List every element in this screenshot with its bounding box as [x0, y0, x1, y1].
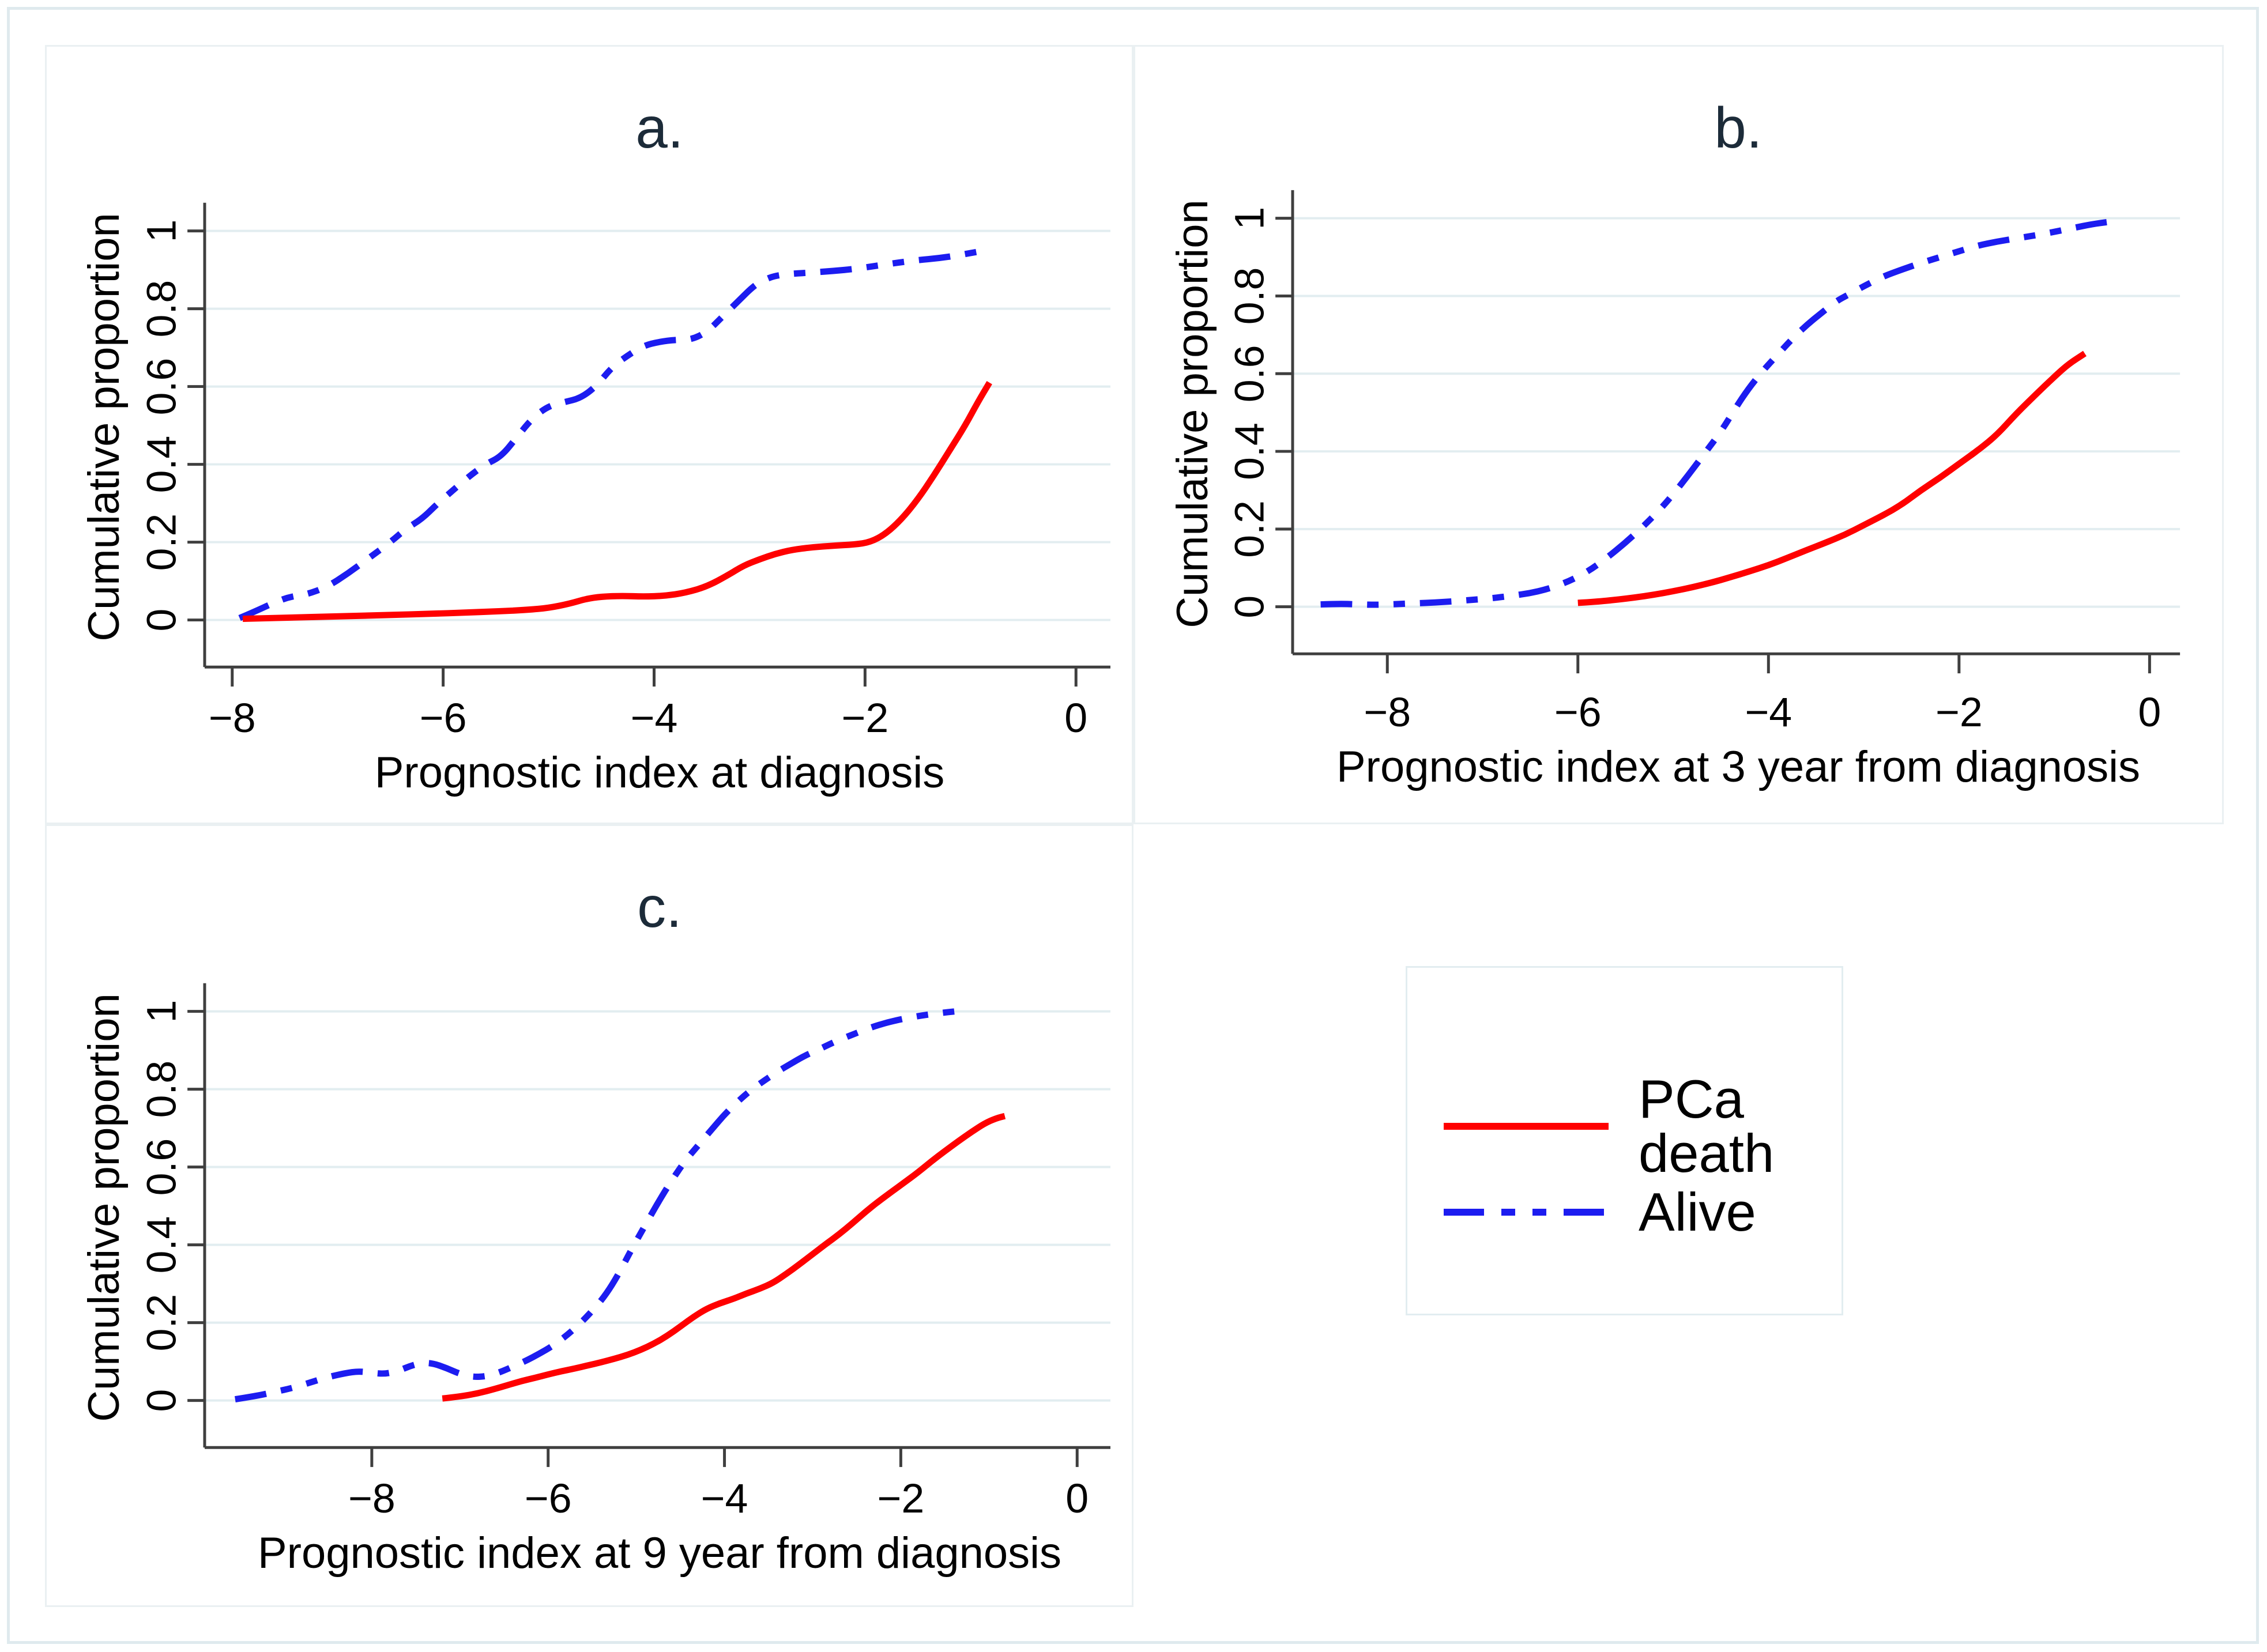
y-tick-label: 0.6: [138, 1138, 184, 1196]
y-tick-label: 1: [138, 220, 184, 243]
panel-a: 0 0.2 0.4 0.6 0.8 1 −8 −6 −4 −2 0 a. Prognostic in…: [45, 45, 1134, 824]
panel-b-y-axis-label: Cumulative proportion: [1168, 199, 1217, 628]
x-tick-label: −2: [878, 1476, 925, 1522]
x-tick-label: −8: [348, 1476, 396, 1522]
x-tick-label: −4: [701, 1476, 748, 1522]
x-tick-label: 0: [1064, 695, 1087, 741]
series-alive-curve: [234, 1008, 956, 1402]
panel-a-x-axis-label: Prognostic index at diagnosis: [374, 748, 945, 797]
x-tick-label: 0: [2138, 689, 2161, 736]
x-tick-label: −8: [1364, 689, 1411, 736]
series-pca-death-curve: [242, 380, 992, 623]
panel-a-y-axis-label: Cumulative proportion: [80, 213, 129, 642]
panel-b: 0 0.2 0.4 0.6 0.8 1 −8 −6 −4 −2 0 b. Prognostic in…: [1134, 45, 2224, 824]
y-tick-label: 0.4: [138, 436, 184, 493]
x-tick-label: −8: [209, 695, 256, 741]
legend-label-pca-death: PCa death: [1639, 1069, 1775, 1183]
panel-c-y-axis-label: Cumulative proportion: [80, 993, 129, 1422]
y-tick-label: 0.8: [138, 280, 184, 338]
legend-label-alive: Alive: [1639, 1182, 1756, 1242]
y-tick-label: 0.6: [1226, 345, 1272, 402]
series-alive-curve: [1320, 219, 2107, 608]
y-tick-label: 1: [138, 1000, 184, 1023]
y-tick-label: 0: [138, 1389, 184, 1412]
legend-item-pca-death: PCa death: [1444, 1072, 1842, 1180]
x-tick-label: −2: [842, 695, 889, 741]
x-tick-label: −2: [1935, 689, 1983, 736]
y-tick-label: 1: [1226, 207, 1272, 230]
y-tick-label: 0.4: [1226, 423, 1272, 480]
panel-a-plot: 0 0.2 0.4 0.6 0.8 1 −8 −6 −4 −2 0: [138, 202, 1110, 741]
y-tick-label: 0.8: [1226, 267, 1272, 325]
legend-swatch-alive: [1444, 1209, 1609, 1216]
panel-c-plot: 0 0.2 0.4 0.6 0.8 1 −8 −6 −4 −2 0: [138, 983, 1110, 1522]
y-tick-label: 0.2: [138, 1294, 184, 1352]
legend-item-alive: Alive: [1444, 1178, 1756, 1247]
x-tick-label: 0: [1065, 1476, 1089, 1522]
panel-a-title: a.: [635, 96, 684, 160]
panel-b-plot: 0 0.2 0.4 0.6 0.8 1 −8 −6 −4 −2 0: [1226, 190, 2181, 736]
x-tick-label: −6: [420, 695, 467, 741]
x-tick-label: −4: [631, 695, 678, 741]
y-tick-label: 0: [1226, 595, 1272, 618]
y-tick-label: 0.8: [138, 1061, 184, 1118]
x-tick-label: −4: [1745, 689, 1792, 736]
x-tick-label: −6: [1554, 689, 1602, 736]
y-tick-label: 0.2: [1226, 500, 1272, 558]
panel-c-x-axis-label: Prognostic index at 9 year from diagnosi…: [257, 1529, 1062, 1578]
y-tick-label: 0: [138, 609, 184, 632]
panel-b-x-axis-label: Prognostic index at 3 year from diagnosi…: [1336, 742, 2141, 791]
legend: PCa death Alive: [1406, 966, 1843, 1315]
legend-swatch-pca-death: [1444, 1123, 1609, 1130]
x-tick-label: −6: [525, 1476, 572, 1522]
y-tick-label: 0.6: [138, 358, 184, 416]
panel-c-title: c.: [637, 875, 682, 940]
series-pca-death-curve: [1577, 350, 2087, 606]
series-pca-death-curve: [442, 1112, 1006, 1402]
panel-b-title: b.: [1714, 96, 1763, 160]
y-tick-label: 0.2: [138, 514, 184, 571]
y-tick-label: 0.4: [138, 1216, 184, 1274]
panel-c: 0 0.2 0.4 0.6 0.8 1 −8 −6 −4 −2 0 c. Prognostic in…: [45, 824, 1134, 1607]
series-alive-curve: [238, 248, 982, 621]
